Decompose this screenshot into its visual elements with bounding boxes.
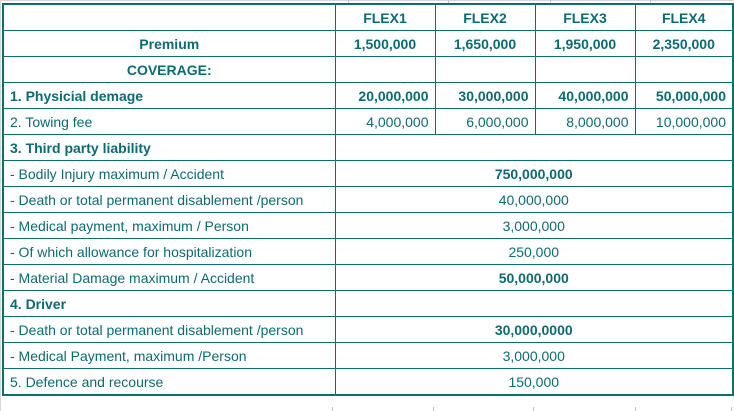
driver-heading-row: 4. Driver (2, 290, 734, 317)
material-damage-value: 50,000,000 (334, 264, 734, 291)
premium-label: Premium (2, 30, 336, 57)
hospitalization-label: - Of which allowance for hospitalization (2, 238, 336, 265)
coverage-label: COVERAGE: (2, 56, 336, 83)
tpl-death-row: - Death or total permanent disablement /… (2, 186, 734, 213)
gridline-tick (650, 0, 651, 4)
column-header-flex2: FLEX2 (434, 3, 536, 31)
hospitalization-value: 250,000 (334, 238, 734, 265)
hospitalization-row: - Of which allowance for hospitalization… (2, 238, 734, 265)
towing-fee-flex1: 4,000,000 (334, 108, 436, 135)
column-header-flex1: FLEX1 (334, 3, 436, 31)
physical-damage-flex3: 40,000,000 (534, 82, 636, 109)
gridline-tick (550, 0, 551, 4)
premium-value-flex2: 1,650,000 (434, 30, 536, 57)
tpl-medical-value: 3,000,000 (334, 212, 734, 239)
material-damage-label: - Material Damage maximum / Accident (2, 264, 336, 291)
column-header-flex4: FLEX4 (634, 3, 734, 31)
empty-merged-cell (334, 134, 734, 161)
gridline-tick (635, 407, 636, 411)
physical-damage-flex4: 50,000,000 (634, 82, 734, 109)
column-header-flex3: FLEX3 (534, 3, 636, 31)
bodily-injury-value: 750,000,000 (334, 160, 734, 187)
empty-merged-cell (334, 290, 734, 317)
coverage-heading-row: COVERAGE: (2, 56, 734, 83)
bodily-injury-row: - Bodily Injury maximum / Accident 750,0… (2, 160, 734, 187)
towing-fee-label: 2. Towing fee (2, 108, 336, 135)
towing-fee-flex2: 6,000,000 (434, 108, 536, 135)
gridline-tick (533, 407, 534, 411)
tpl-death-value: 40,000,000 (334, 186, 734, 213)
defence-recourse-value: 150,000 (334, 368, 734, 396)
gridline-tick (731, 407, 732, 411)
premium-value-flex1: 1,500,000 (334, 30, 436, 57)
defence-recourse-row: 5. Defence and recourse 150,000 (2, 368, 734, 396)
tpl-medical-row: - Medical payment, maximum / Person 3,00… (2, 212, 734, 239)
defence-recourse-label: 5. Defence and recourse (2, 368, 336, 396)
physical-damage-flex2: 30,000,000 (434, 82, 536, 109)
driver-medical-value: 3,000,000 (334, 342, 734, 369)
driver-death-label: - Death or total permanent disablement /… (2, 316, 336, 343)
driver-medical-row: - Medical Payment, maximum /Person 3,000… (2, 342, 734, 369)
driver-label: 4. Driver (2, 290, 336, 317)
corner-cell (2, 3, 336, 31)
physical-damage-label: 1. Physicial demage (2, 82, 336, 109)
sheet-gridline-top (0, 0, 734, 1)
physical-damage-flex1: 20,000,000 (334, 82, 436, 109)
towing-fee-row: 2. Towing fee 4,000,000 6,000,000 8,000,… (2, 108, 734, 135)
coverage-table: FLEX1 FLEX2 FLEX3 FLEX4 Premium 1,500,00… (2, 3, 734, 396)
towing-fee-flex4: 10,000,000 (634, 108, 734, 135)
driver-death-row: - Death or total permanent disablement /… (2, 316, 734, 343)
premium-value-flex4: 2,350,000 (634, 30, 734, 57)
tpl-death-label: - Death or total permanent disablement /… (2, 186, 336, 213)
gridline-tick (433, 407, 434, 411)
premium-row: Premium 1,500,000 1,650,000 1,950,000 2,… (2, 30, 734, 57)
tpl-medical-label: - Medical payment, maximum / Person (2, 212, 336, 239)
towing-fee-flex3: 8,000,000 (534, 108, 636, 135)
third-party-heading-row: 3. Third party liability (2, 134, 734, 161)
physical-damage-row: 1. Physicial demage 20,000,000 30,000,00… (2, 82, 734, 109)
gridline-tick (332, 407, 333, 411)
sheet-gridline-left (0, 0, 1, 411)
driver-medical-label: - Medical Payment, maximum /Person (2, 342, 336, 369)
material-damage-row: - Material Damage maximum / Accident 50,… (2, 264, 734, 291)
empty-cell (634, 56, 734, 83)
empty-cell (434, 56, 536, 83)
premium-value-flex3: 1,950,000 (534, 30, 636, 57)
empty-cell (334, 56, 436, 83)
bodily-injury-label: - Bodily Injury maximum / Accident (2, 160, 336, 187)
gridline-tick (448, 0, 449, 4)
gridline-tick (348, 0, 349, 4)
third-party-label: 3. Third party liability (2, 134, 336, 161)
driver-death-value: 30,000,0000 (334, 316, 734, 343)
header-row: FLEX1 FLEX2 FLEX3 FLEX4 (2, 3, 734, 31)
empty-cell (534, 56, 636, 83)
